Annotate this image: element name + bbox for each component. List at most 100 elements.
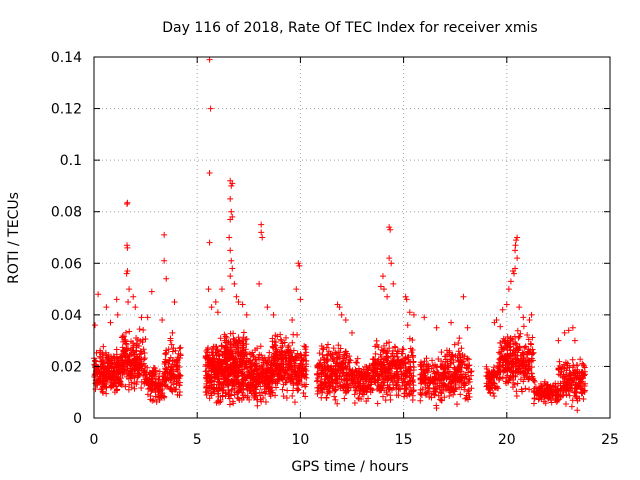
data-point [389,379,396,386]
x-tick-label: 20 [498,432,516,448]
data-point [449,385,456,392]
data-point [226,355,233,362]
data-point [443,353,450,360]
data-point [451,370,458,377]
data-point [252,390,259,397]
data-point [228,386,235,393]
data-point [141,355,148,362]
data-point [334,380,341,387]
data-point [358,396,365,403]
data-point [354,359,361,366]
data-point [377,383,384,390]
data-point [239,370,246,377]
data-point [522,343,529,350]
data-point [319,366,326,373]
data-point [136,371,143,378]
data-point [296,368,303,375]
data-point [483,363,490,370]
data-point [339,384,346,391]
data-point [176,392,183,399]
data-point [152,375,159,382]
data-point [354,355,361,362]
data-point [133,381,140,388]
data-point [367,386,374,393]
data-point [300,390,307,397]
data-point [352,387,359,394]
data-point [118,362,125,369]
data-point [438,358,445,365]
data-point [256,365,263,372]
data-point [513,388,520,395]
data-point [267,393,274,400]
data-point [163,366,170,373]
data-point [455,339,462,346]
data-point [225,393,232,400]
data-point [409,388,416,395]
data-point [440,387,447,394]
data-point [92,386,99,393]
data-point [374,365,381,372]
data-point [282,334,289,341]
data-point [163,349,170,356]
data-point [233,389,240,396]
data-point [455,357,462,364]
data-point [240,329,247,336]
data-point [92,371,99,378]
data-point [227,369,234,376]
data-point [406,335,413,342]
data-point [176,345,183,352]
data-point [442,383,449,390]
data-point [395,376,402,383]
data-point [429,362,436,369]
data-point [516,333,523,340]
data-point [239,360,246,367]
data-point [317,382,324,389]
data-point [318,343,325,350]
data-point [120,369,127,376]
data-point [99,361,106,368]
x-axis-label: GPS time / hours [291,459,408,475]
data-point [104,356,111,363]
data-point [272,392,279,399]
data-point [516,343,523,350]
data-point [117,381,124,388]
data-point [161,393,168,400]
data-point [259,380,266,387]
data-point [266,349,273,356]
data-point [148,388,155,395]
data-point [460,356,467,363]
data-point [243,341,250,348]
data-point [239,392,246,399]
data-point [134,370,141,377]
data-point [168,341,175,348]
data-point [239,376,246,383]
data-point [452,369,459,376]
data-point [496,374,503,381]
data-point [303,357,310,364]
data-point [356,390,363,397]
data-point [165,346,172,353]
data-point [397,358,404,365]
data-point [295,386,302,393]
data-point [114,357,121,364]
data-point [409,396,416,403]
chart-title: Day 116 of 2018, Rate Of TEC Index for r… [162,20,537,36]
data-point [323,344,330,351]
data-point [238,396,245,403]
data-point [406,391,413,398]
data-point [330,345,337,352]
data-point [511,381,518,388]
data-point [208,392,215,399]
data-point [321,384,328,391]
data-point [395,371,402,378]
data-point [234,394,241,401]
data-point [464,362,471,369]
data-point [299,372,306,379]
data-point [355,394,362,401]
data-point [259,374,266,381]
data-point [401,360,408,367]
data-point [97,347,104,354]
x-tick-label: 0 [90,432,99,448]
data-point [340,387,347,394]
data-point [206,379,213,386]
